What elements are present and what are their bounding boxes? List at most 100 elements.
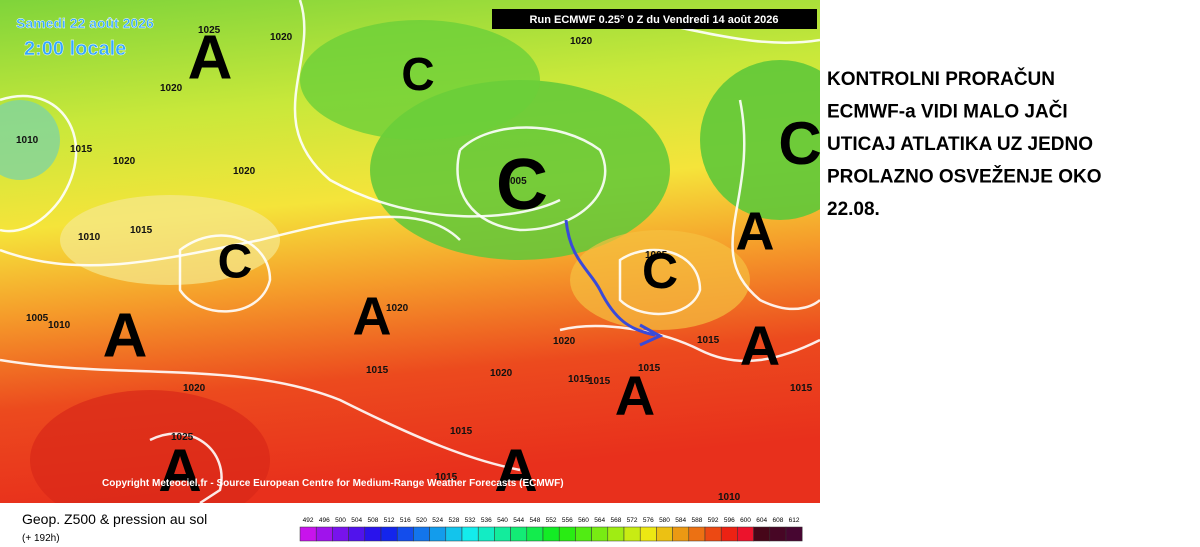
pressure-system: A [353, 286, 392, 346]
pressure-label: 1015 [450, 426, 473, 437]
time: 2:00 locale [24, 38, 126, 60]
isobar [149, 432, 223, 503]
pressure-label: 1015 [70, 144, 93, 155]
pressure-system: A [158, 437, 201, 504]
color-swatch [413, 526, 430, 542]
pressure-label: 1015 [697, 335, 720, 346]
legend-label: 524 [432, 517, 443, 524]
pressure-system: A [615, 364, 655, 427]
pressure-system: C [218, 236, 253, 289]
color-swatch [769, 526, 787, 542]
pressure-label: 1005 [645, 250, 668, 261]
legend-label: 532 [465, 517, 476, 524]
legend-label: 552 [546, 517, 557, 524]
color-swatch [542, 526, 560, 542]
legend-label: 548 [529, 517, 540, 524]
legend-label: 492 [303, 517, 314, 524]
pressure-label: 1020 [490, 368, 513, 379]
isobar [559, 324, 820, 363]
legend-label: 508 [367, 517, 378, 524]
annotation-line: ECMWF-a VIDI MALO JAČI [827, 101, 1068, 123]
legend-title: Geop. Z500 & pression au sol [22, 511, 207, 527]
pressure-label: 1005 [26, 313, 49, 324]
color-swatch [332, 526, 349, 542]
color-swatch [380, 526, 398, 542]
legend-label: 596 [724, 517, 735, 524]
legend-label: 568 [610, 517, 621, 524]
legend-label: 612 [789, 517, 800, 524]
annotation-line: UTICAJ ATLATIKA UZ JEDNO [827, 134, 1093, 155]
legend-label: 564 [594, 517, 605, 524]
color-swatch [558, 526, 576, 542]
color-swatch [785, 526, 803, 542]
pressure-label: 1020 [553, 336, 576, 347]
pressure-label: 1010 [48, 320, 71, 331]
annotation-line: PROLAZNO OSVEŽENJE OKO [827, 166, 1101, 188]
isobar [456, 126, 607, 232]
legend-label: 540 [497, 517, 508, 524]
color-swatch [672, 526, 690, 542]
pressure-label: 1020 [570, 36, 593, 47]
pressure-label: 1015 [130, 225, 153, 236]
pressure-label: 1025 [171, 432, 194, 443]
low-area [700, 60, 820, 220]
pressure-label: 1020 [113, 156, 136, 167]
legend-label: 556 [562, 517, 573, 524]
legend-label: 536 [481, 517, 492, 524]
pressure-label: 1015 [790, 383, 813, 394]
run-label: Run ECMWF 0.25° 0 Z du Vendredi 14 août … [530, 14, 779, 26]
pressure-labels: 1025 1020 1020 1020 1010 1015 1020 1020 1010 1015… [16, 25, 813, 503]
legend-label: 580 [659, 517, 670, 524]
color-swatch [445, 526, 463, 542]
color-swatch [607, 526, 625, 542]
legend-label: 576 [643, 517, 654, 524]
pressure-label: 1020 [183, 383, 206, 394]
isobar [618, 248, 702, 316]
isobar [0, 358, 521, 472]
color-swatch [348, 526, 366, 542]
legend-label: 512 [384, 517, 395, 524]
color-swatch [623, 526, 641, 542]
color-swatch [315, 526, 333, 542]
pressure-label: 1015 [638, 363, 661, 374]
color-swatch [688, 526, 706, 542]
annotation: KONTROLNI PRORAČUN ECMWF-a VIDI MALO JAČI… [827, 68, 1101, 220]
color-swatch [639, 526, 657, 542]
pressure-system: C [778, 110, 821, 177]
legend-label: 544 [513, 517, 524, 524]
pressure-label: 1010 [718, 492, 741, 503]
pressure-system: A [494, 437, 537, 504]
run-box [492, 9, 817, 29]
low-area [300, 20, 540, 140]
legend-label: 584 [675, 517, 686, 524]
copyright: Copyright Meteociel.fr - Source European… [102, 478, 564, 489]
low-area [0, 100, 60, 180]
legend-subtitle: (+ 192h) [22, 533, 60, 544]
color-swatch [720, 526, 738, 542]
color-swatch [656, 526, 673, 542]
legend-label: 604 [756, 517, 767, 524]
color-swatch [364, 526, 382, 542]
color-swatch [704, 526, 722, 542]
pressure-label: 1020 [270, 32, 293, 43]
annotation-line: 22.08. [827, 199, 880, 220]
pressure-system: C [496, 145, 548, 225]
isobar [0, 215, 461, 267]
map: 1025 1020 1020 1020 1010 1015 1020 1020 1010 1015… [0, 0, 821, 504]
legend-label: 516 [400, 517, 411, 524]
pressure-label: 1020 [160, 83, 183, 94]
pressure-label: 1020 [233, 166, 256, 177]
isobar [293, 0, 561, 218]
colorbar: 492 496 500 504 508 512 516 520 524 528 532 536 540 5… [299, 517, 803, 542]
high-core [30, 390, 270, 503]
pressure-label: 1015 [435, 472, 458, 483]
annotation-line: KONTROLNI PRORAČUN [827, 68, 1055, 90]
pressure-label: 1015 [588, 376, 611, 387]
legend-label: 528 [448, 517, 459, 524]
legend-label: 500 [335, 517, 346, 524]
color-swatch [591, 526, 609, 542]
date: Samedi 22 août 2026 [16, 15, 154, 31]
color-swatch [461, 526, 479, 542]
